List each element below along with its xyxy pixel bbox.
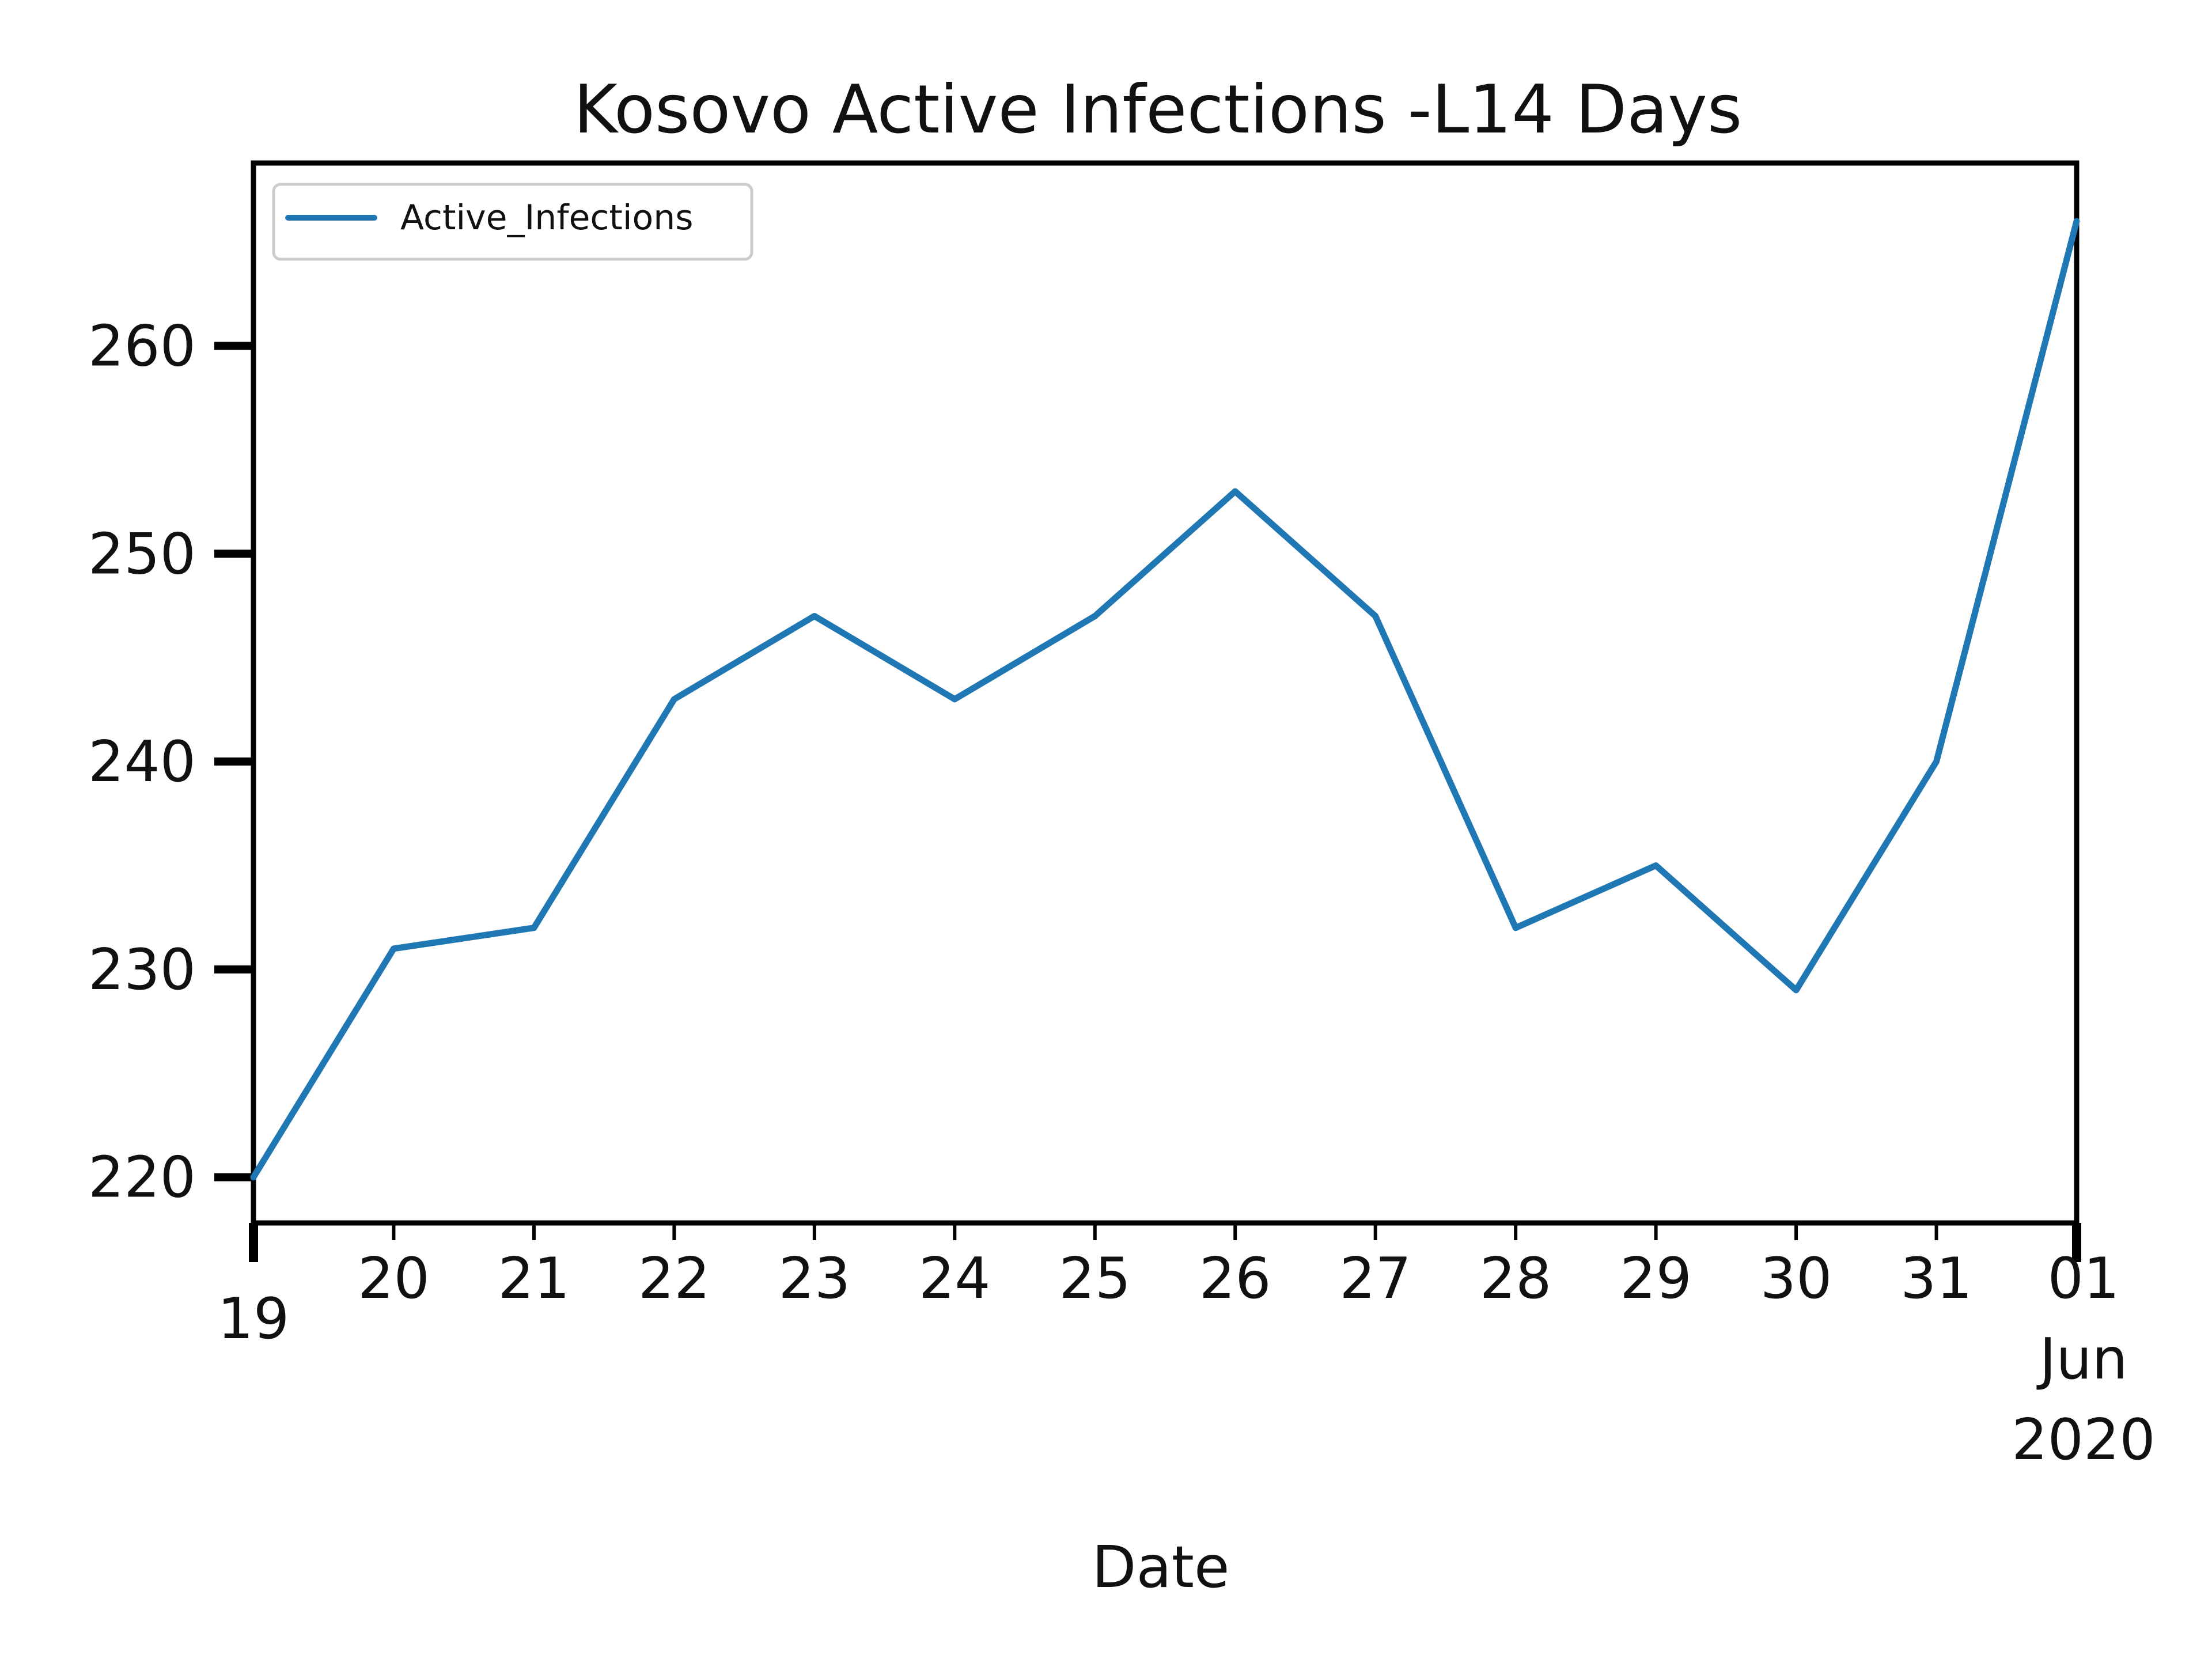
y-tick-label: 260 [88,313,196,379]
series-layer [250,218,2080,1181]
x-axis: 19 20 21 22 23 24 25 26 27 28 29 30 31 01 Jun 2020 [218,1223,2156,1473]
x-tick-label: 19 [218,1286,290,1352]
x-tick-label: 2020 [2012,1407,2155,1473]
series-line-active-infections [250,218,2080,1181]
x-tick-label: 27 [1339,1246,1411,1312]
x-tick-label: 21 [498,1246,570,1312]
x-tick-label: 24 [919,1246,991,1312]
data-point [393,948,394,949]
y-tick-label: 220 [88,1145,196,1211]
data-point [533,927,535,929]
legend-label-active-infections: Active_Infections [400,198,694,238]
x-axis-title: Date [1092,1533,1229,1601]
y-tick-label: 250 [88,521,196,587]
x-tick-label: 31 [1900,1246,1972,1312]
legend-box [272,183,753,261]
x-tick-label: 22 [638,1246,710,1312]
chart-title: Kosovo Active Infections -L14 Days [574,71,1743,149]
x-tick-label: 20 [358,1246,430,1312]
x-tick-label: 25 [1059,1246,1131,1312]
plot-frame [251,160,2080,1226]
x-tick-label: 29 [1620,1246,1692,1312]
x-tick-label: 30 [1760,1246,1832,1312]
x-tick-label: 26 [1199,1246,1271,1312]
x-tick-label: Jun [2036,1327,2127,1392]
data-point [1234,491,1236,492]
x-tick-label: 23 [778,1246,850,1312]
y-tick-label: 230 [88,937,196,1003]
x-tick-label: 28 [1480,1246,1552,1312]
y-axis: 220 230 240 250 260 [88,313,253,1211]
legend: Active_Infections [272,183,753,261]
y-tick-label: 240 [88,729,196,795]
x-tick-label: 01 [2048,1246,2120,1312]
